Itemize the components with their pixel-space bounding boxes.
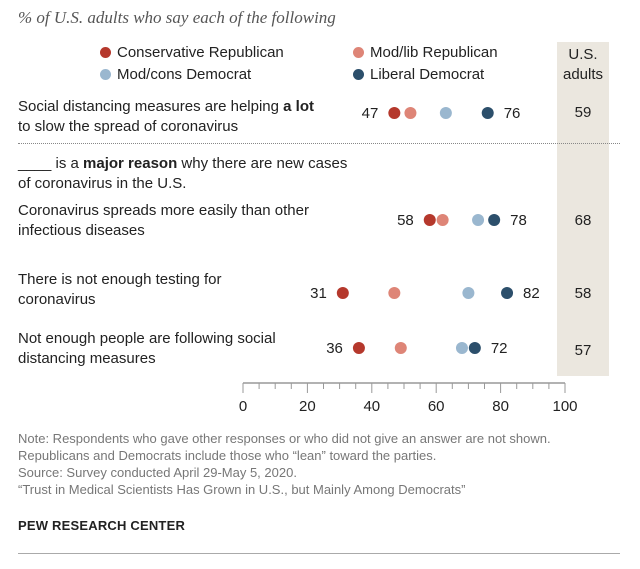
- row-label-1: Social distancing measures are helping a…: [18, 98, 314, 135]
- us-adults-value-3: 58: [574, 285, 592, 302]
- dot-liberal-democrat: [488, 214, 501, 226]
- legend-dot: [353, 69, 364, 80]
- data-label-low: 31: [310, 285, 327, 302]
- dot-liberal-democrat: [501, 287, 514, 299]
- x-tick-label: 40: [363, 398, 380, 415]
- section-separator: [18, 143, 620, 144]
- us-adults-value-1: 59: [574, 104, 592, 121]
- x-tick-label: 0: [239, 398, 247, 415]
- data-label-high: 76: [504, 105, 521, 122]
- dot-modlib-republican: [388, 287, 401, 299]
- dot-conservative-republican: [352, 342, 365, 354]
- us-adults-column: [557, 42, 609, 376]
- note-line: Republicans and Democrats include those …: [18, 448, 437, 463]
- data-label-low: 36: [326, 340, 343, 357]
- dot-modcons-democrat: [472, 214, 485, 226]
- dot-modcons-democrat: [462, 287, 475, 299]
- x-tick-label: 20: [299, 398, 316, 415]
- dot-modcons-democrat: [455, 342, 468, 354]
- dot-liberal-democrat: [481, 107, 494, 119]
- legend-label: Conservative Republican: [117, 44, 284, 61]
- notes: Note: Respondents who gave other respons…: [18, 430, 551, 498]
- dot-liberal-democrat: [468, 342, 481, 354]
- x-tick-label: 100: [552, 398, 577, 415]
- data-label-high: 82: [523, 285, 540, 302]
- dot-plot: 0 20 40 60 80 100 47 76 58 78 31 82 36 72: [239, 105, 578, 415]
- note-line: “Trust in Medical Scientists Has Grown i…: [18, 482, 466, 497]
- note-line: Note: Respondents who gave other respons…: [18, 431, 551, 446]
- legend-dot: [100, 69, 111, 80]
- note-line: Source: Survey conducted April 29-May 5,…: [18, 465, 297, 480]
- legend-label: Mod/cons Democrat: [117, 66, 252, 83]
- legend-label: Mod/lib Republican: [370, 44, 498, 61]
- dot-modlib-republican: [394, 342, 407, 354]
- dot-conservative-republican: [336, 287, 349, 299]
- dot-modlib-republican: [436, 214, 449, 226]
- pew-brand: PEW RESEARCH CENTER: [18, 518, 186, 533]
- data-label-low: 47: [362, 105, 379, 122]
- row-label-2: Coronavirus spreads more easily than oth…: [18, 202, 309, 239]
- dot-modcons-democrat: [439, 107, 452, 119]
- us-adults-value-2: 68: [574, 212, 592, 229]
- us-adults-value-4: 57: [574, 342, 592, 359]
- x-tick-label: 60: [428, 398, 445, 415]
- legend-label: Liberal Democrat: [370, 66, 485, 83]
- legend-item-conservative-republican: Conservative Republican: [100, 44, 284, 61]
- data-label-low: 58: [397, 212, 414, 229]
- us-adults-header: U.S. adults: [562, 46, 604, 83]
- legend-item-modcons-democrat: Mod/cons Democrat: [100, 66, 251, 83]
- dot-conservative-republican: [388, 107, 401, 119]
- legend-item-modlib-republican: Mod/lib Republican: [353, 44, 498, 61]
- data-label-high: 72: [491, 340, 508, 357]
- row-label-4: Not enough people are following social d…: [18, 330, 276, 367]
- legend-item-liberal-democrat: Liberal Democrat: [353, 66, 484, 83]
- chart-title: % of U.S. adults who say each of the fol…: [18, 8, 336, 27]
- x-tick-label: 80: [492, 398, 509, 415]
- bottom-rule: [18, 553, 620, 554]
- section-intro: ____ is a major reason why there are new…: [18, 155, 348, 192]
- row-label-3: There is not enough testing for coronavi…: [18, 271, 222, 308]
- dot-conservative-republican: [423, 214, 436, 226]
- legend-dot: [353, 47, 364, 58]
- legend-dot: [100, 47, 111, 58]
- dot-modlib-republican: [404, 107, 417, 119]
- data-label-high: 78: [510, 212, 527, 229]
